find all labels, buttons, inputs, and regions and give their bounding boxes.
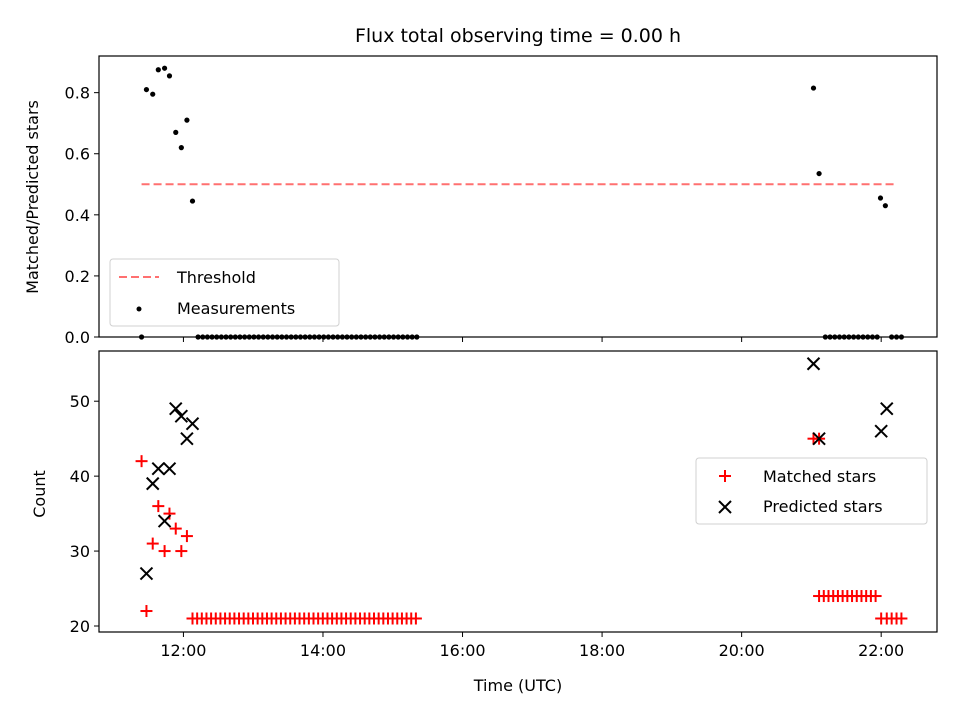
measurement-point <box>178 145 184 151</box>
predicted-star-marker <box>174 409 189 423</box>
x-tick-label: 20:00 <box>719 641 765 660</box>
predicted-star-marker <box>880 401 894 416</box>
measurement-point <box>189 198 196 204</box>
matched-star-marker <box>169 522 182 535</box>
bottom-y-tick-label: 30 <box>70 542 90 561</box>
matched-star-marker <box>180 530 193 543</box>
top-axes-frame <box>98 55 938 338</box>
legend-predicted-label: Predicted stars <box>763 497 883 516</box>
legend-matched-marker <box>719 470 731 482</box>
top-y-tick-label: 0.4 <box>65 206 90 225</box>
measurement-point <box>877 195 884 201</box>
x-axis-label: Time (UTC) <box>473 676 562 695</box>
measurement-point <box>816 170 822 177</box>
predicted-star-marker <box>812 431 826 446</box>
predicted-star-marker <box>180 431 194 446</box>
matched-star-marker <box>152 500 165 513</box>
top-y-tick-label: 0.8 <box>65 84 90 103</box>
matched-star-marker <box>140 605 153 618</box>
bottom-plot-area <box>135 357 908 625</box>
measurement-point <box>150 91 156 97</box>
predicted-star-marker <box>151 461 166 476</box>
bottom-y-tick-label: 50 <box>70 392 90 411</box>
top-legend: Threshold Measurements <box>109 258 340 327</box>
predicted-star-marker <box>806 357 821 371</box>
predicted-star-marker <box>874 424 888 438</box>
bottom-y-tick-label: 40 <box>70 467 90 486</box>
predicted-star-marker <box>162 461 177 476</box>
measurement-point <box>155 67 161 73</box>
matched-star-marker <box>895 612 908 625</box>
top-y-tick-label: 0.0 <box>65 328 90 347</box>
legend-measurements-label: Measurements <box>177 299 295 318</box>
measurement-point <box>810 85 817 91</box>
measurement-point <box>161 65 168 71</box>
measurement-point <box>882 203 888 209</box>
measurement-point <box>166 73 173 79</box>
predicted-star-marker <box>146 476 160 491</box>
legend-threshold-label: Threshold <box>176 268 256 287</box>
top-y-tick-label: 0.6 <box>65 145 90 164</box>
measurement-point <box>173 129 179 135</box>
matched-star-marker <box>409 612 422 625</box>
bottom-legend-box <box>695 457 928 525</box>
x-tick-label: 16:00 <box>439 641 485 660</box>
top-y-tick-label: 0.2 <box>65 267 90 286</box>
measurement-point <box>143 86 150 93</box>
legend-predicted-marker <box>718 500 732 514</box>
measurement-point <box>184 117 190 123</box>
predicted-star-marker <box>139 566 154 581</box>
x-tick-label: 12:00 <box>160 641 206 660</box>
predicted-star-marker <box>185 416 200 431</box>
predicted-star-marker <box>157 514 172 528</box>
chart-title: Flux total observing time = 0.00 h <box>355 25 681 47</box>
matched-star-marker <box>135 455 148 468</box>
legend-matched-label: Matched stars <box>763 467 876 486</box>
matched-star-marker <box>158 545 171 558</box>
legend-measurements-marker <box>136 306 142 312</box>
top-y-axis-label: Matched/Predicted stars <box>23 100 42 294</box>
matched-star-marker <box>175 545 188 558</box>
x-tick-label: 18:00 <box>579 641 625 660</box>
bottom-axes-frame <box>98 350 938 633</box>
x-tick-label: 22:00 <box>858 641 904 660</box>
predicted-star-marker <box>169 401 183 416</box>
matched-star-marker <box>869 590 882 603</box>
bottom-legend: Matched stars Predicted stars <box>695 457 928 525</box>
x-tick-label: 14:00 <box>300 641 346 660</box>
bottom-y-axis-label: Count <box>30 470 49 518</box>
bottom-y-tick-label: 20 <box>70 617 90 636</box>
matched-star-marker <box>146 537 159 550</box>
top-legend-box <box>109 258 340 327</box>
